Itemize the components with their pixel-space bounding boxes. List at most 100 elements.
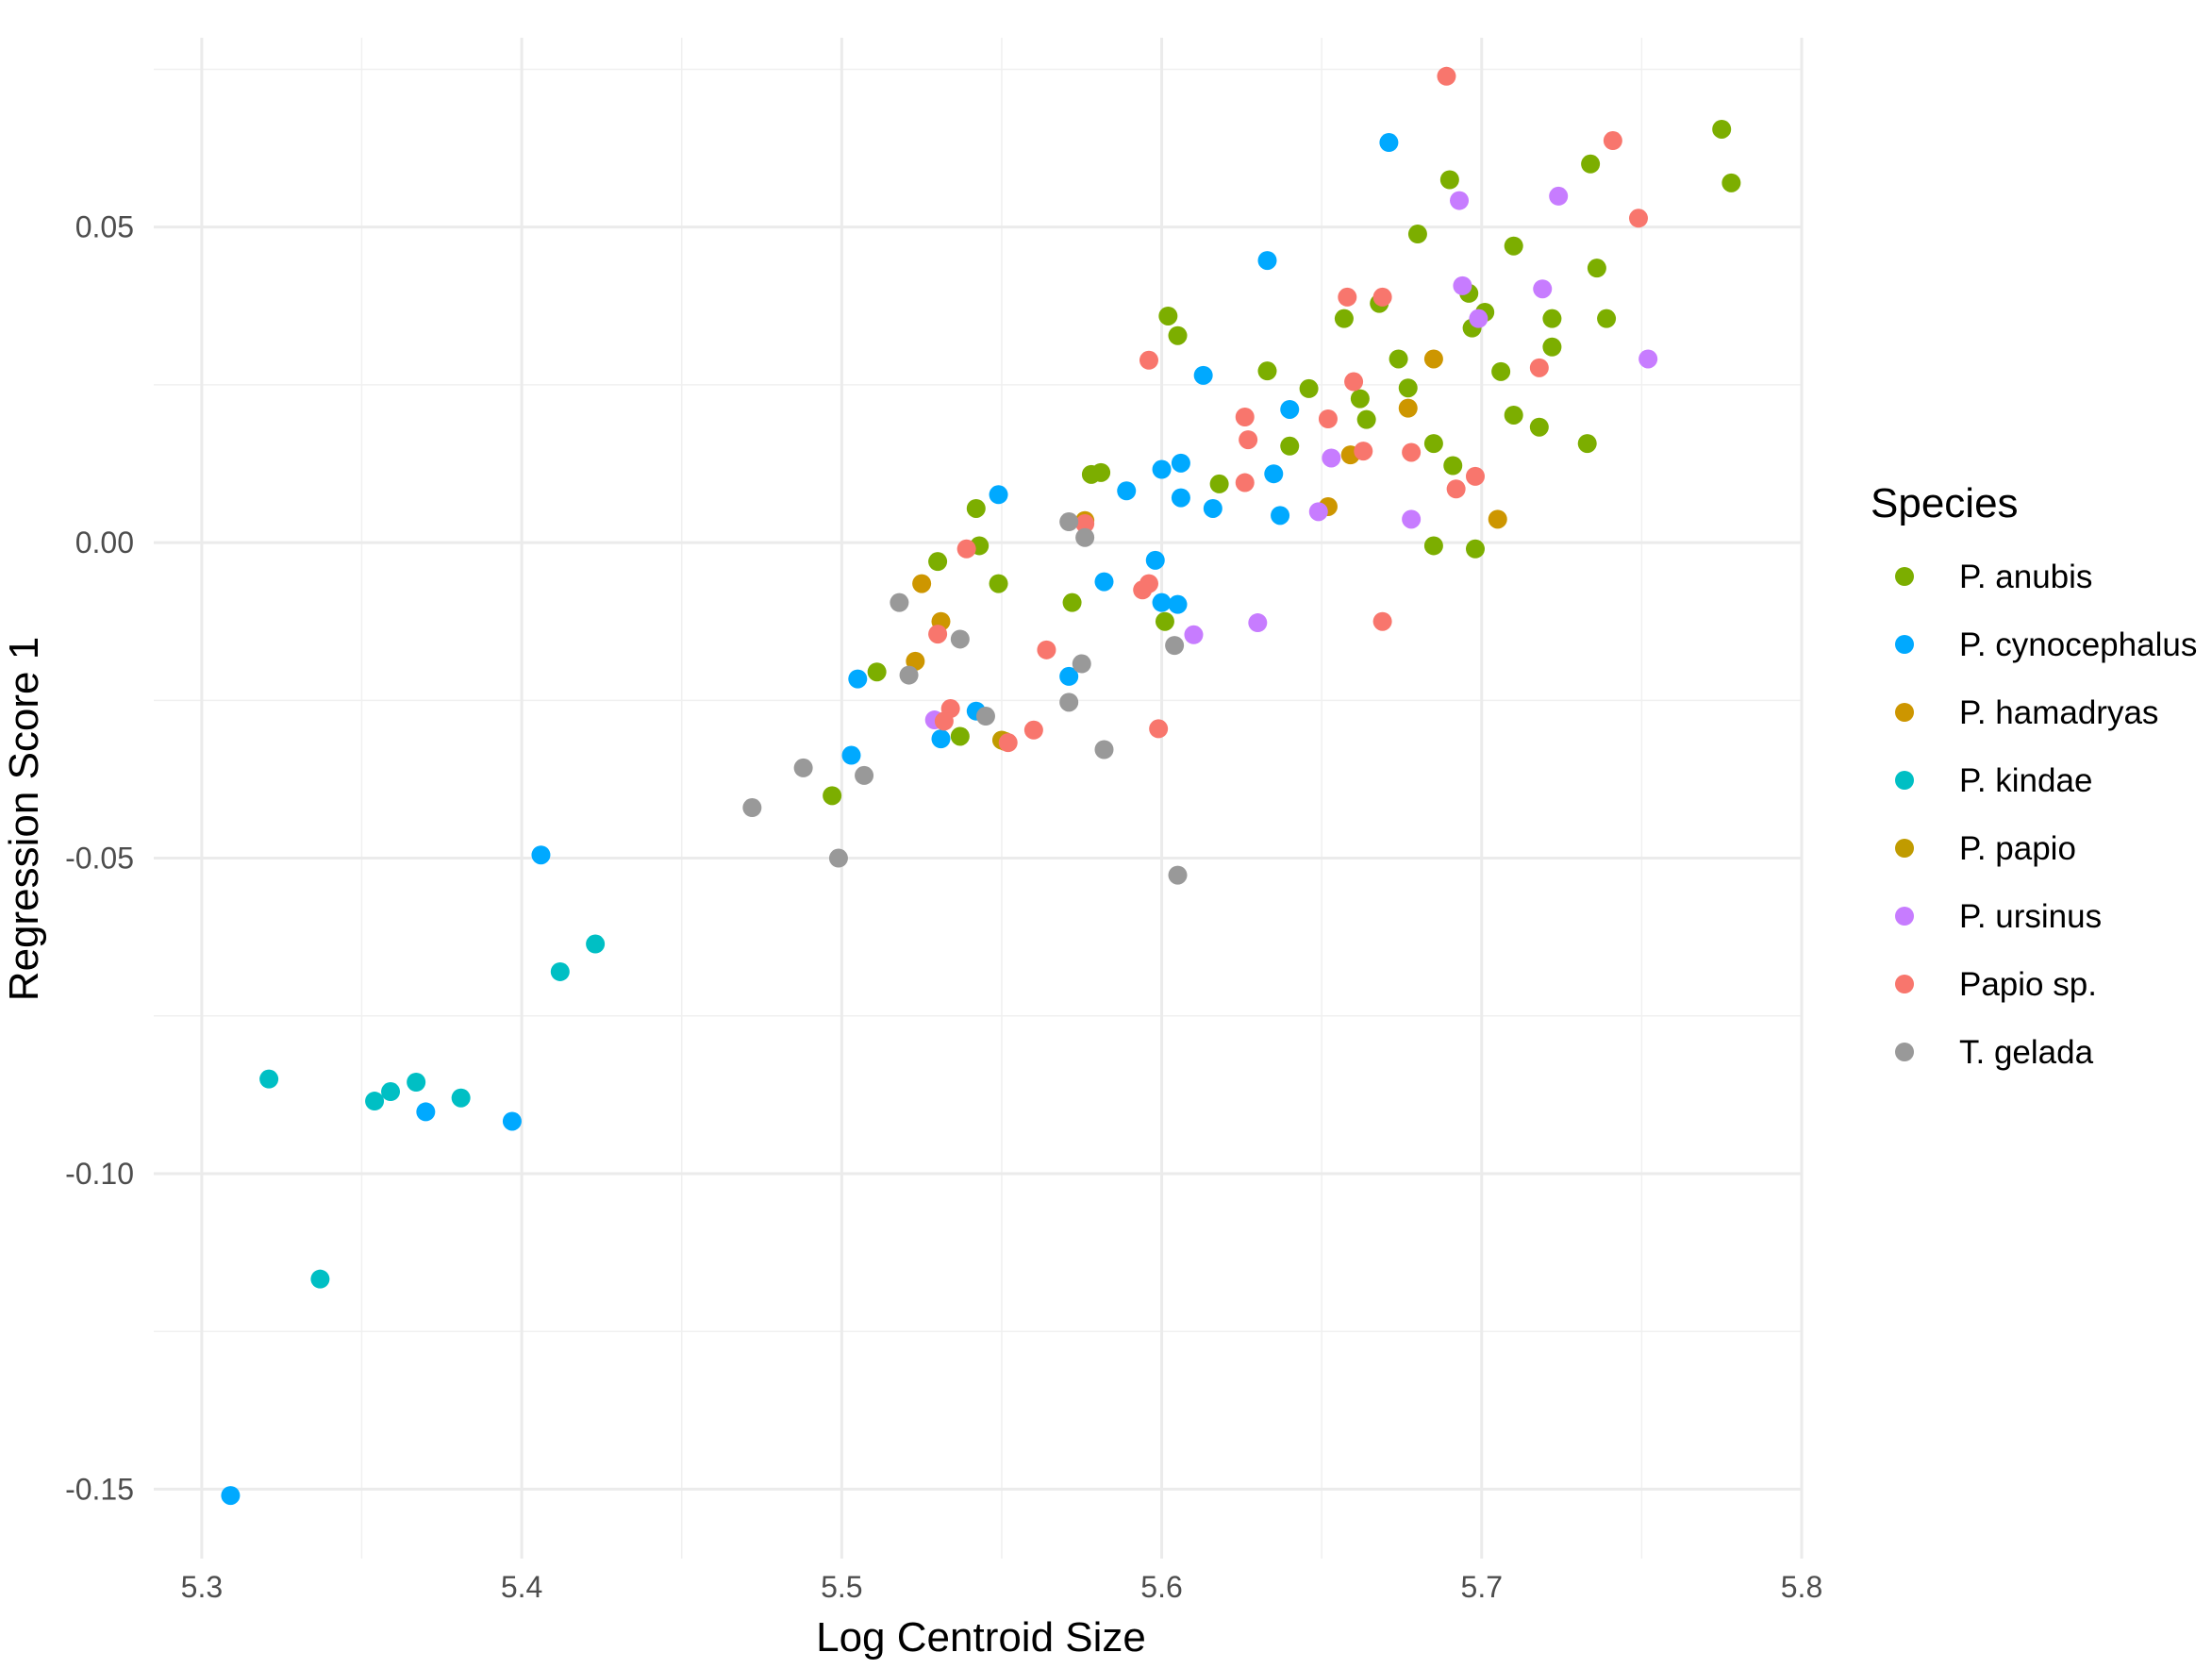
legend-label: T. gelada	[1959, 1034, 2094, 1071]
data-point	[1407, 225, 1427, 244]
y-tick-label: 0.00	[75, 526, 134, 559]
data-point	[1062, 592, 1082, 612]
data-point	[365, 1092, 385, 1111]
data-point	[934, 711, 954, 731]
data-point	[1712, 119, 1732, 139]
data-point	[1338, 287, 1357, 307]
data-point	[899, 665, 919, 685]
data-point	[950, 629, 970, 649]
x-axis-title: Log Centroid Size	[816, 1614, 1146, 1661]
grid-minor	[154, 38, 1802, 1559]
data-point	[1354, 442, 1373, 461]
data-point	[1603, 131, 1622, 151]
data-point	[1504, 236, 1523, 256]
data-point	[1264, 464, 1284, 484]
data-point	[1423, 349, 1443, 369]
data-point	[1059, 693, 1079, 712]
data-point	[1379, 133, 1399, 153]
data-point	[1504, 405, 1523, 425]
data-point	[1094, 740, 1114, 759]
data-point	[1299, 378, 1319, 398]
data-point	[1094, 572, 1114, 592]
data-point	[1248, 613, 1268, 633]
y-tick-label: -0.05	[65, 842, 134, 876]
x-tick-label: 5.3	[181, 1570, 223, 1604]
data-point	[1155, 611, 1174, 631]
y-tick-labels: -0.15 -0.10 -0.05 0.00 0.05	[65, 210, 134, 1507]
data-point	[1203, 498, 1222, 518]
data-point	[1168, 594, 1188, 614]
y-tick-label: -0.10	[65, 1157, 134, 1191]
data-point	[1257, 361, 1277, 381]
data-point	[1423, 536, 1443, 556]
data-point	[1158, 306, 1178, 325]
legend-label: P. hamadryas	[1959, 694, 2158, 731]
x-tick-labels: 5.3 5.4 5.5 5.6 5.7 5.8	[181, 1570, 1823, 1604]
data-point	[586, 934, 606, 954]
data-point	[855, 765, 874, 785]
data-point	[1423, 434, 1443, 454]
legend-label: P. anubis	[1959, 559, 2092, 595]
legend-label: P. papio	[1959, 830, 2076, 867]
data-point	[1491, 361, 1511, 381]
data-point	[1488, 509, 1507, 529]
data-point	[1072, 654, 1091, 674]
data-point	[1350, 389, 1370, 409]
data-point	[931, 729, 951, 749]
data-point	[867, 662, 887, 682]
data-point	[793, 758, 813, 777]
legend-key	[1895, 567, 1914, 586]
data-point	[1059, 666, 1079, 686]
data-point	[1628, 209, 1648, 228]
data-point	[1145, 550, 1165, 570]
data-point	[1037, 640, 1056, 659]
data-points	[221, 66, 1741, 1506]
data-point	[975, 707, 995, 726]
data-point	[950, 726, 970, 746]
data-point	[848, 669, 868, 689]
y-axis-title: Regression Score 1	[1, 637, 47, 1001]
data-point	[1549, 186, 1569, 206]
data-point	[1437, 66, 1456, 86]
data-point	[1581, 154, 1601, 174]
data-point	[1023, 720, 1043, 740]
data-point	[1372, 287, 1392, 307]
data-point	[956, 539, 976, 559]
data-point	[1133, 580, 1153, 600]
data-point	[1465, 539, 1485, 559]
data-point	[1533, 279, 1553, 299]
data-point	[1542, 337, 1562, 357]
legend-title: Species	[1871, 480, 2019, 526]
legend-key	[1895, 975, 1914, 993]
data-point	[841, 745, 861, 765]
legend-items: P. anubis P. cynocephalus P. hamadryas P. k…	[1895, 559, 2197, 1071]
data-point	[989, 574, 1008, 593]
data-point	[1638, 349, 1658, 369]
data-point	[1402, 442, 1422, 462]
data-point	[381, 1082, 401, 1102]
legend-key	[1895, 635, 1914, 654]
data-point	[1334, 309, 1354, 328]
data-point	[416, 1102, 436, 1122]
data-point	[1168, 865, 1188, 885]
legend-key	[1895, 907, 1914, 926]
data-point	[989, 485, 1008, 505]
data-point	[1117, 481, 1137, 501]
data-point	[1171, 488, 1190, 508]
data-point	[1209, 474, 1229, 493]
data-point	[1465, 466, 1485, 486]
legend: Species P. anubis P. cynocephalus P. hamad…	[1871, 480, 2197, 1071]
data-point	[1257, 251, 1277, 271]
data-point	[1239, 430, 1258, 450]
data-point	[998, 733, 1018, 753]
x-tick-label: 5.4	[501, 1570, 542, 1604]
legend-label: P. kindae	[1959, 762, 2092, 799]
data-point	[1529, 358, 1549, 377]
data-point	[1280, 399, 1300, 419]
data-point	[1152, 459, 1172, 479]
data-point	[1075, 514, 1095, 534]
data-point	[1529, 417, 1549, 437]
data-point	[1453, 275, 1472, 295]
data-point	[1450, 191, 1470, 210]
